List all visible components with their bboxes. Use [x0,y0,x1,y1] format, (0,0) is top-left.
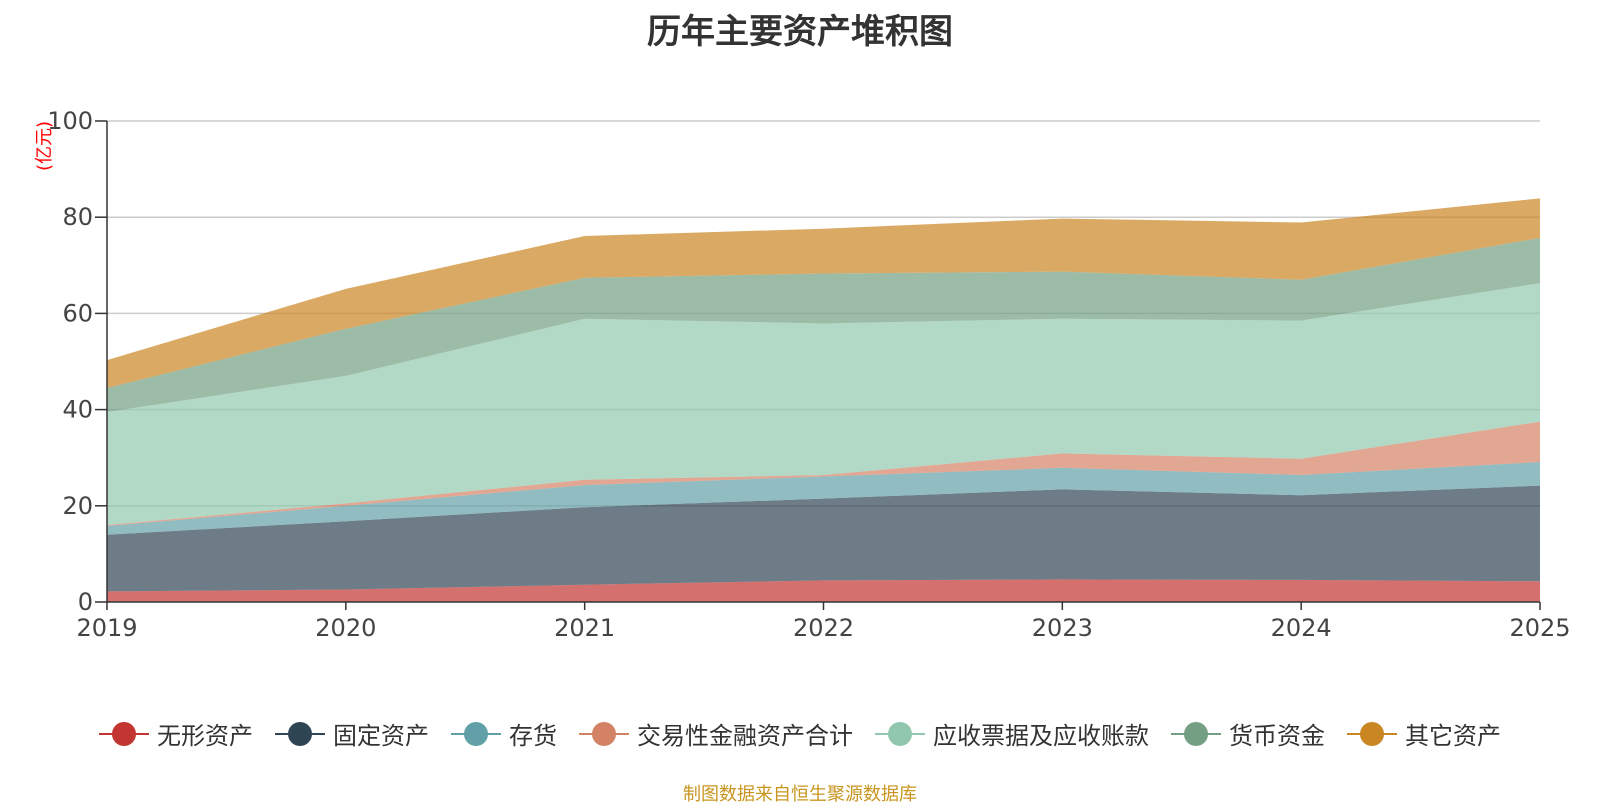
legend-label: 货币资金 [1229,722,1325,750]
legend-marker-icon [579,721,629,747]
chart-title: 历年主要资产堆积图 [647,12,953,52]
y-axis-unit-label: (亿元) [34,121,55,171]
y-tick-label-100: 100 [47,107,93,135]
x-tick-label-2020: 2020 [315,614,376,642]
legend-marker-icon [451,721,501,747]
legend-marker-icon [1171,721,1221,747]
y-tick-label-20: 20 [62,492,93,520]
legend-marker-icon [875,721,925,747]
legend-label: 存货 [509,722,557,750]
legend-item-2[interactable]: 存货 [451,716,557,751]
y-tick-label-60: 60 [62,299,93,327]
legend-label: 其它资产 [1405,722,1501,750]
x-tick-label-2024: 2024 [1271,614,1332,642]
area-series-2 [107,462,1540,535]
x-tick-label-2019: 2019 [76,614,137,642]
axes [95,120,1541,610]
legend-item-4[interactable]: 应收票据及应收账款 [875,716,1149,751]
x-tick-label-2023: 2023 [1032,614,1093,642]
area-series-group [107,198,1540,602]
source-note: 制图数据来自恒生聚源数据库 [683,784,917,805]
y-tick-label-80: 80 [62,203,93,231]
legend-marker-icon [275,721,325,747]
legend-item-5[interactable]: 货币资金 [1171,716,1325,751]
legend-label: 应收票据及应收账款 [933,722,1149,750]
legend-label: 无形资产 [157,722,253,750]
legend-marker-icon [1347,721,1397,747]
legend-marker-icon [99,721,149,747]
x-tick-label-2022: 2022 [793,614,854,642]
area-series-6 [107,198,1540,388]
x-tick-label-2021: 2021 [554,614,615,642]
legend-item-0[interactable]: 无形资产 [99,716,253,751]
legend-item-6[interactable]: 其它资产 [1347,716,1501,751]
area-series-1 [107,485,1540,592]
legend: 无形资产 固定资产 存货 交易性金融资产合计 应收票据及应收账款 货币资金 其它资产 [0,716,1600,751]
y-tick-label-0: 0 [78,588,93,616]
legend-label: 交易性金融资产合计 [637,722,853,750]
legend-label: 固定资产 [333,722,429,750]
area-series-4 [107,283,1540,525]
tick-labels: 0 20 40 60 80 100 2019 2020 2021 2022 2023 2024 2025… [34,107,1571,642]
legend-item-1[interactable]: 固定资产 [275,716,429,751]
area-series-5 [107,237,1540,412]
legend-item-3[interactable]: 交易性金融资产合计 [579,716,853,751]
area-series-0 [107,579,1540,602]
y-tick-label-40: 40 [62,396,93,424]
x-tick-label-2025: 2025 [1509,614,1570,642]
